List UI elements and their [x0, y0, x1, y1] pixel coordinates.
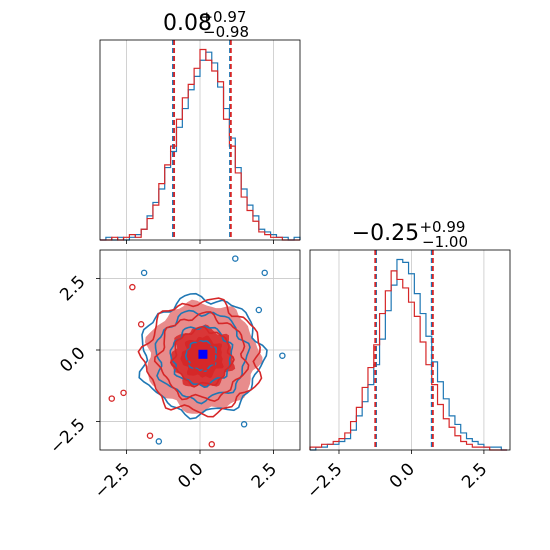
plot-area-hist-2	[310, 250, 510, 450]
outlier-point	[240, 421, 248, 428]
title-upper-error-hist-2: +0.99	[419, 218, 465, 236]
x-tick-labels-contour: −2.5 0.0 2.5	[91, 459, 281, 502]
series-hist-2	[309, 258, 508, 451]
x-tick-label: 0.0	[174, 459, 207, 492]
outlier-point	[129, 283, 136, 291]
histogram-step-red	[309, 270, 508, 451]
contour-line-blue	[138, 292, 268, 420]
histogram-step-blue	[310, 258, 508, 451]
contour-line-red	[137, 297, 263, 418]
outlier-point	[146, 432, 154, 439]
x-tick-label: 0.0	[386, 459, 419, 492]
outlier-point	[232, 255, 239, 262]
outlier-point	[261, 269, 268, 277]
contour-line-blue	[184, 340, 218, 372]
outlier-point	[108, 395, 116, 402]
title-upper-error-hist-1: +0.97	[200, 8, 246, 26]
contour-line-red	[153, 311, 250, 403]
contour-line-red	[186, 341, 220, 374]
outlier-point	[279, 352, 286, 359]
y-tick-labels-contour: 2.5 0.0 −2.5	[46, 272, 89, 458]
x-tick-marks-hist-1	[126, 240, 274, 244]
outlier-point	[255, 306, 263, 314]
y-tick-label: −2.5	[46, 415, 89, 458]
y-tick-label: 2.5	[56, 272, 89, 305]
title-value-hist-1: 0.08	[163, 11, 212, 36]
x-tick-marks-hist-2	[338, 450, 485, 454]
panel-top-left-histogram: 0.08 +0.97 −0.98	[99, 7, 301, 244]
panel-bottom-right-histogram: −2.5 0.0 2.5 −0.25 +0.99 −1.00	[303, 217, 511, 503]
panel-bottom-left-contour: −2.5 0.0 2.5 2.5 0.0 −2.5	[46, 249, 301, 503]
title-lower-error-hist-1: −0.98	[203, 23, 249, 41]
contour-line-red	[169, 325, 235, 388]
outlier-point	[120, 389, 127, 397]
title-hist-1: 0.08 +0.97 −0.98	[163, 7, 252, 41]
outlier-point	[140, 269, 148, 277]
histogram-step-red	[100, 48, 300, 241]
frame-hist-2	[309, 249, 511, 451]
outlier-point	[208, 441, 216, 448]
x-tick-labels-hist-2: −2.5 0.0 2.5	[303, 459, 491, 502]
quantile-lines-hist-1	[172, 40, 232, 240]
title-lower-error-hist-2: −1.00	[422, 233, 468, 251]
y-tick-label: 0.0	[56, 343, 89, 376]
title-hist-2: −0.25 +0.99 −1.00	[352, 217, 471, 251]
x-tick-label: −2.5	[303, 459, 346, 502]
outlier-point	[137, 321, 145, 328]
x-tick-label: −2.5	[91, 459, 134, 502]
tick-marks-contour	[96, 278, 274, 454]
series-hist-1	[100, 48, 301, 241]
x-tick-label: 2.5	[248, 459, 281, 492]
outlier-point	[155, 438, 163, 445]
x-tick-label: 2.5	[458, 459, 491, 492]
true-value-marker	[198, 349, 208, 359]
quantile-lines-hist-2	[374, 250, 434, 450]
title-value-hist-2: −0.25	[352, 221, 419, 246]
contour-line-blue	[169, 325, 234, 389]
grid-hist-2	[338, 250, 485, 450]
